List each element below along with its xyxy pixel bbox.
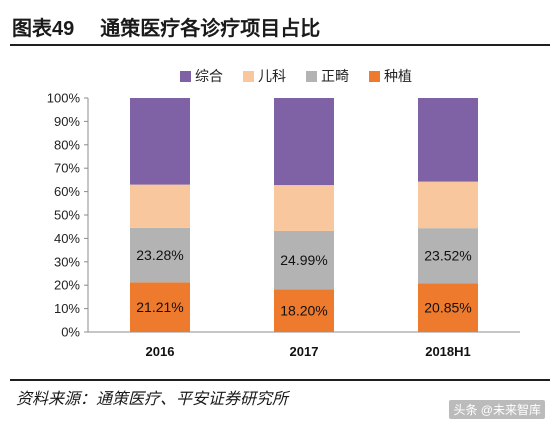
chart-title: 通策医疗各诊疗项目占比 [100, 17, 321, 40]
watermark: 头条 @未来智库 [449, 400, 545, 419]
bar-segment-儿科 [130, 184, 190, 228]
legend-label: 综合 [195, 68, 223, 84]
bar-segment-儿科 [274, 185, 334, 231]
bar-segment-正畸 [418, 228, 478, 284]
y-tick-label: 20% [54, 278, 80, 293]
source-note: 资料来源：通策医疗、平安证券研究所 [16, 391, 289, 408]
legend-label: 儿科 [258, 68, 286, 84]
legend-label: 种植 [384, 68, 412, 84]
chart-legend: 综合 儿科 正畸 种植 [180, 66, 432, 86]
source-divider [10, 379, 550, 381]
data-label: 24.99% [280, 252, 327, 268]
bar-segment-种植 [274, 289, 334, 332]
legend-item: 正畸 [306, 66, 349, 86]
y-tick-label: 30% [54, 254, 80, 269]
bar-segment-种植 [130, 282, 190, 332]
y-tick-label: 10% [54, 301, 80, 316]
y-tick-label: 100% [47, 91, 81, 106]
title-bar: 图表49 通策医疗各诊疗项目占比 [10, 8, 550, 46]
y-tick-label: 60% [54, 184, 80, 199]
x-category-label: 2017 [290, 344, 319, 359]
bar-segment-正畸 [274, 230, 334, 290]
data-label: 18.20% [280, 303, 327, 319]
bar-segment-综合 [274, 98, 334, 186]
y-tick-label: 40% [54, 231, 80, 246]
bar-segment-综合 [130, 98, 190, 185]
y-tick-label: 50% [54, 208, 80, 223]
bar-segment-综合 [418, 98, 478, 182]
y-tick-label: 90% [54, 114, 80, 129]
bar-segment-正畸 [130, 227, 190, 283]
data-label: 23.52% [424, 248, 471, 264]
legend-swatch [369, 70, 380, 82]
legend-item: 综合 [180, 66, 223, 86]
x-category-label: 2016 [146, 344, 175, 359]
bar-segment-种植 [418, 283, 478, 332]
legend-item: 儿科 [243, 66, 286, 86]
bar-segment-儿科 [418, 181, 478, 229]
legend-label: 正畸 [321, 68, 349, 84]
data-label: 20.85% [424, 300, 471, 316]
legend-swatch [243, 70, 254, 82]
y-tick-label: 70% [54, 161, 80, 176]
data-label: 23.28% [136, 247, 183, 263]
x-category-label: 2018H1 [425, 344, 471, 359]
legend-item: 种植 [369, 66, 412, 86]
figure-number: 图表49 [12, 17, 75, 40]
stacked-bar-chart: 0% 10% 20% 30% 40% 50% 60% 70% 80% 90% 100% 21.21% 2… [47, 91, 520, 359]
data-label: 21.21% [136, 299, 183, 315]
y-tick-label: 0% [61, 325, 80, 340]
legend-swatch [306, 70, 317, 82]
legend-swatch [180, 70, 191, 82]
y-tick-label: 80% [54, 137, 80, 152]
